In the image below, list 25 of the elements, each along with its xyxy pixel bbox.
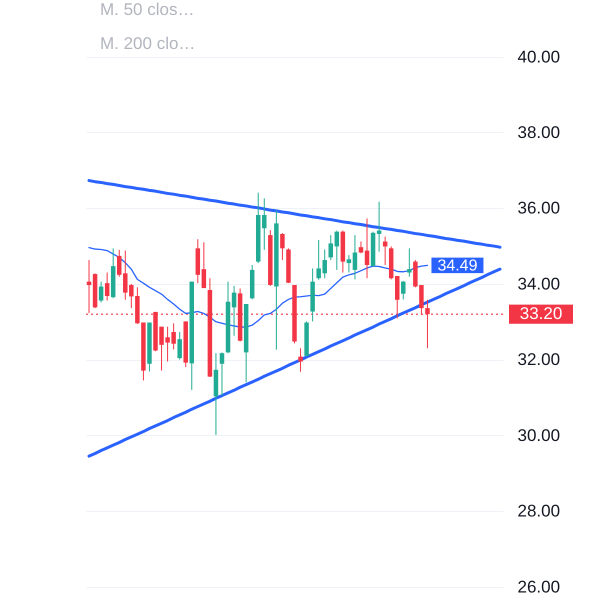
candlestick	[177, 331, 182, 360]
annotation: M. 50 clos…	[100, 0, 194, 19]
data-label: 34.49	[437, 257, 478, 274]
y-tick-label: 26.00	[518, 577, 560, 596]
candlestick	[98, 281, 104, 303]
line-series	[88, 246, 428, 328]
y-tick-label: 40.00	[518, 47, 560, 66]
candlestick	[298, 348, 303, 372]
annotation: M. 200 clo…	[100, 34, 196, 53]
y-tick-label: 32.00	[518, 350, 560, 370]
candlestick	[280, 232, 285, 261]
candlestick	[364, 218, 370, 279]
ref-line-label: 33.20	[520, 304, 562, 324]
candlestick	[401, 280, 406, 300]
line-series	[88, 179, 502, 249]
candlestick	[220, 352, 224, 396]
candlestick	[382, 236, 388, 266]
y-tick-label: 34.00	[518, 274, 560, 294]
candlestick	[358, 241, 364, 254]
y-tick-label: 38.00	[518, 122, 560, 142]
candlestick	[407, 248, 412, 278]
candlestick	[104, 272, 110, 302]
y-tick-label: 28.00	[518, 502, 560, 521]
y-tick-label: 36.00	[518, 198, 560, 218]
y-tick-label: 30.00	[518, 426, 560, 445]
